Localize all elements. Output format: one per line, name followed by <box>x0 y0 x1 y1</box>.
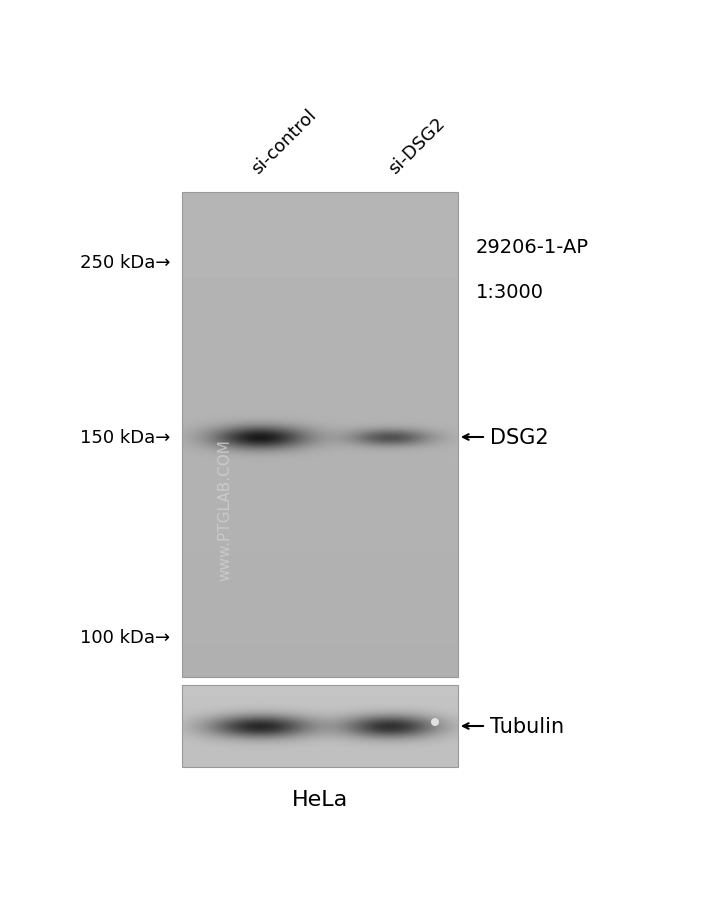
Text: DSG2: DSG2 <box>490 428 549 447</box>
Text: Tubulin: Tubulin <box>490 716 564 736</box>
Text: 100 kDa→: 100 kDa→ <box>80 629 170 647</box>
Text: si-DSG2: si-DSG2 <box>385 115 449 178</box>
Text: HeLa: HeLa <box>292 789 348 809</box>
Text: 150 kDa→: 150 kDa→ <box>80 428 170 446</box>
Text: 29206-1-AP: 29206-1-AP <box>476 238 589 257</box>
Text: 1:3000: 1:3000 <box>476 282 544 301</box>
Text: 250 kDa→: 250 kDa→ <box>80 253 170 272</box>
Circle shape <box>431 718 439 726</box>
Text: si-control: si-control <box>248 106 320 178</box>
Bar <box>182 686 458 767</box>
Bar <box>182 193 458 677</box>
Text: www.PTGLAB.COM: www.PTGLAB.COM <box>218 438 232 580</box>
